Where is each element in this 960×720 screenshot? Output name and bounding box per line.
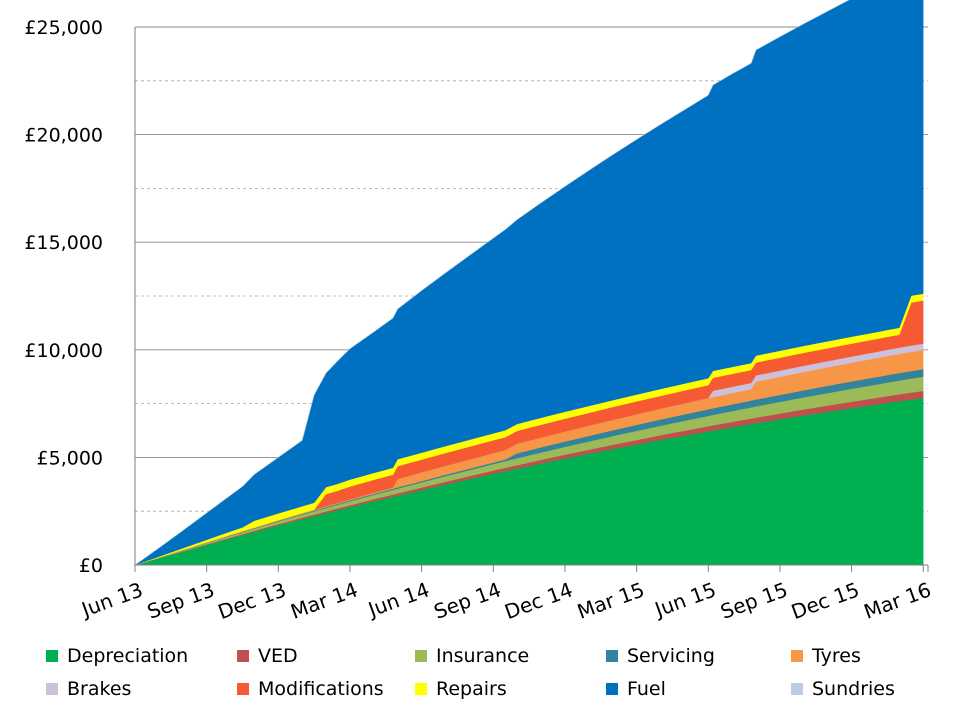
y-tick-label: £15,000 bbox=[24, 232, 103, 254]
legend-item: Insurance bbox=[415, 644, 529, 668]
legend-label: Fuel bbox=[627, 678, 666, 700]
y-tick-label: £0 bbox=[79, 555, 103, 577]
stacked-area-chart: £0 £5,000 £10,000 £15,000 £20,000 £25,000 Jun… bbox=[24, 0, 935, 624]
legend-swatch bbox=[237, 683, 249, 695]
legend-label: Sundries bbox=[812, 678, 895, 700]
legend-item: Depreciation bbox=[46, 644, 188, 668]
area-series-group bbox=[134, 0, 924, 566]
legend-label: Brakes bbox=[67, 678, 132, 700]
legend-label: Insurance bbox=[436, 645, 530, 667]
x-tick-label: Jun 13 bbox=[77, 577, 146, 622]
y-tick-label: £10,000 bbox=[24, 340, 103, 362]
legend-swatch bbox=[46, 683, 58, 695]
legend-swatch bbox=[791, 683, 803, 695]
legend-swatch bbox=[606, 650, 618, 662]
legend-item: VED bbox=[237, 644, 298, 668]
legend-item: Servicing bbox=[606, 644, 715, 668]
x-tick-label: Sep 15 bbox=[717, 577, 791, 623]
legend: Depreciation VED Insurance Servicing Tyres Br… bbox=[46, 641, 946, 711]
legend-item: Modifications bbox=[237, 677, 384, 701]
legend-label: Tyres bbox=[812, 645, 861, 667]
x-tick-label: Dec 13 bbox=[215, 577, 289, 624]
legend-item: Tyres bbox=[791, 644, 861, 668]
y-tick-label: £25,000 bbox=[24, 17, 103, 39]
x-tick-label: Mar 14 bbox=[287, 577, 361, 623]
legend-item: Brakes bbox=[46, 677, 131, 701]
legend-swatch bbox=[791, 650, 803, 662]
legend-swatch bbox=[606, 683, 618, 695]
x-tick-label: Sep 13 bbox=[144, 577, 218, 623]
legend-label: Repairs bbox=[436, 678, 507, 700]
legend-label: Modifications bbox=[258, 678, 384, 700]
x-tick-label: Sep 14 bbox=[431, 577, 505, 623]
legend-item: Sundries bbox=[791, 677, 895, 701]
legend-item: Fuel bbox=[606, 677, 666, 701]
x-tick-label: Jun 14 bbox=[363, 577, 432, 622]
legend-swatch bbox=[237, 650, 249, 662]
x-tick-label: Dec 15 bbox=[788, 577, 862, 624]
x-tick-label: Mar 15 bbox=[574, 577, 648, 623]
x-tick-label: Mar 16 bbox=[861, 577, 935, 623]
y-tick-label: £20,000 bbox=[24, 125, 103, 147]
legend-swatch bbox=[415, 683, 427, 695]
legend-swatch bbox=[415, 650, 427, 662]
legend-swatch bbox=[46, 650, 58, 662]
x-tick-label: Jun 15 bbox=[650, 577, 719, 622]
axes bbox=[134, 27, 929, 572]
x-tick-label: Dec 14 bbox=[501, 577, 575, 624]
legend-label: VED bbox=[258, 645, 298, 667]
legend-label: Depreciation bbox=[67, 645, 189, 667]
legend-item: Repairs bbox=[415, 677, 507, 701]
legend-label: Servicing bbox=[627, 645, 715, 667]
y-tick-labels: £0 £5,000 £10,000 £15,000 £20,000 £25,000 bbox=[24, 17, 103, 577]
area-sundries bbox=[134, 0, 850, 566]
y-tick-label: £5,000 bbox=[37, 447, 103, 469]
